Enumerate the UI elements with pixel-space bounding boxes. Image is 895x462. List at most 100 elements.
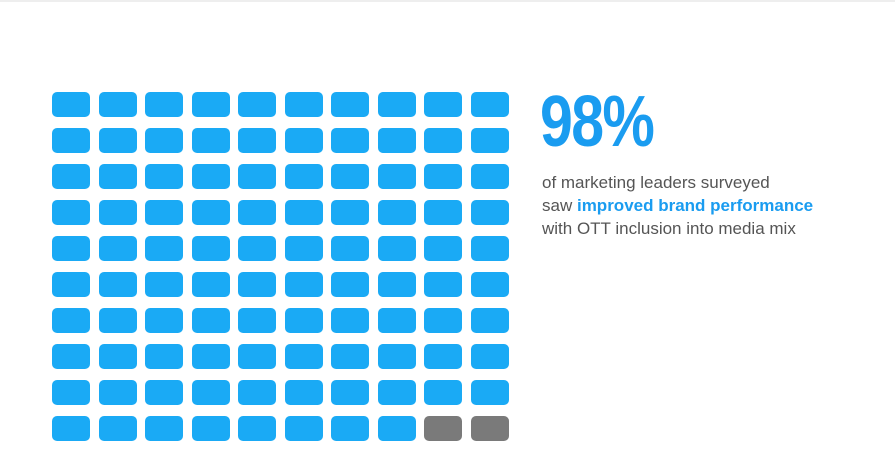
waffle-tile-filled: [424, 308, 462, 333]
waffle-chart: [52, 92, 509, 441]
waffle-tile-filled: [470, 164, 509, 189]
waffle-tile-filled: [424, 200, 462, 225]
waffle-tile-filled: [191, 128, 230, 153]
waffle-tile-filled: [191, 308, 230, 333]
waffle-tile-filled: [238, 236, 276, 261]
waffle-tile-filled: [331, 128, 369, 153]
waffle-tile-filled: [98, 308, 137, 333]
waffle-tile-filled: [238, 416, 276, 441]
waffle-tile-filled: [52, 164, 90, 189]
waffle-tile-filled: [98, 272, 137, 297]
waffle-tile-filled: [145, 416, 183, 441]
waffle-tile-filled: [191, 164, 230, 189]
waffle-tile-filled: [284, 128, 323, 153]
waffle-tile-filled: [238, 200, 276, 225]
waffle-tile-filled: [377, 380, 416, 405]
waffle-tile-filled: [98, 164, 137, 189]
waffle-tile-filled: [424, 92, 462, 117]
waffle-tile-filled: [377, 164, 416, 189]
waffle-tile-filled: [238, 92, 276, 117]
waffle-tile-filled: [238, 164, 276, 189]
waffle-tile-filled: [98, 200, 137, 225]
waffle-tile-filled: [470, 92, 509, 117]
waffle-tile-filled: [424, 128, 462, 153]
description-line-2: saw improved brand performance: [542, 194, 813, 217]
waffle-tile-filled: [331, 272, 369, 297]
waffle-tile-filled: [52, 308, 90, 333]
waffle-tile-filled: [470, 128, 509, 153]
waffle-tile-filled: [98, 380, 137, 405]
waffle-tile-filled: [331, 92, 369, 117]
waffle-tile-filled: [470, 380, 509, 405]
waffle-tile-filled: [191, 92, 230, 117]
waffle-tile-filled: [284, 164, 323, 189]
waffle-tile-filled: [470, 236, 509, 261]
waffle-tile-filled: [424, 344, 462, 369]
waffle-tile-filled: [377, 272, 416, 297]
waffle-tile-filled: [331, 380, 369, 405]
waffle-tile-filled: [284, 416, 323, 441]
waffle-tile-filled: [98, 236, 137, 261]
waffle-tile-filled: [377, 92, 416, 117]
waffle-tile-filled: [284, 236, 323, 261]
waffle-tile-filled: [284, 344, 323, 369]
waffle-tile-filled: [191, 416, 230, 441]
waffle-tile-filled: [145, 272, 183, 297]
description-line-1: of marketing leaders surveyed: [542, 173, 770, 192]
waffle-tile-filled: [191, 200, 230, 225]
waffle-tile-filled: [145, 344, 183, 369]
waffle-tile-filled: [377, 344, 416, 369]
waffle-tile-filled: [238, 344, 276, 369]
waffle-tile-filled: [470, 272, 509, 297]
waffle-tile-filled: [284, 272, 323, 297]
waffle-tile-filled: [98, 92, 137, 117]
waffle-tile-filled: [331, 308, 369, 333]
waffle-tile-filled: [424, 272, 462, 297]
waffle-tile-unfilled: [470, 416, 509, 441]
waffle-tile-filled: [377, 200, 416, 225]
waffle-tile-filled: [377, 308, 416, 333]
waffle-tile-filled: [284, 200, 323, 225]
waffle-tile-filled: [238, 128, 276, 153]
waffle-tile-filled: [145, 92, 183, 117]
waffle-tile-filled: [52, 380, 90, 405]
waffle-tile-filled: [145, 380, 183, 405]
waffle-tile-filled: [145, 236, 183, 261]
headline-percentage: 98%: [540, 82, 655, 162]
waffle-tile-filled: [331, 344, 369, 369]
waffle-tile-filled: [191, 380, 230, 405]
waffle-tile-filled: [377, 128, 416, 153]
description-line-2-prefix: saw: [542, 196, 573, 215]
headline-description: of marketing leaders surveyed saw improv…: [542, 171, 813, 240]
waffle-tile-filled: [424, 236, 462, 261]
waffle-tile-filled: [145, 128, 183, 153]
waffle-tile-filled: [424, 164, 462, 189]
waffle-tile-filled: [331, 164, 369, 189]
waffle-tile-filled: [98, 344, 137, 369]
waffle-tile-filled: [145, 308, 183, 333]
description-line-3: with OTT inclusion into media mix: [542, 219, 796, 238]
waffle-tile-filled: [191, 272, 230, 297]
waffle-tile-filled: [98, 128, 137, 153]
waffle-tile-filled: [377, 416, 416, 441]
waffle-tile-filled: [238, 380, 276, 405]
waffle-tile-filled: [331, 416, 369, 441]
waffle-tile-filled: [145, 200, 183, 225]
waffle-tile-filled: [52, 344, 90, 369]
waffle-tile-filled: [470, 200, 509, 225]
description-highlight: improved brand performance: [576, 196, 814, 215]
top-divider: [0, 0, 895, 2]
waffle-tile-filled: [424, 380, 462, 405]
waffle-tile-filled: [238, 308, 276, 333]
waffle-tile-filled: [331, 200, 369, 225]
waffle-tile-filled: [191, 344, 230, 369]
waffle-tile-filled: [284, 380, 323, 405]
waffle-tile-filled: [52, 92, 90, 117]
waffle-tile-filled: [191, 236, 230, 261]
waffle-tile-filled: [331, 236, 369, 261]
waffle-tile-filled: [145, 164, 183, 189]
waffle-tile-filled: [52, 236, 90, 261]
waffle-tile-filled: [470, 308, 509, 333]
waffle-tile-filled: [52, 128, 90, 153]
waffle-tile-filled: [377, 236, 416, 261]
